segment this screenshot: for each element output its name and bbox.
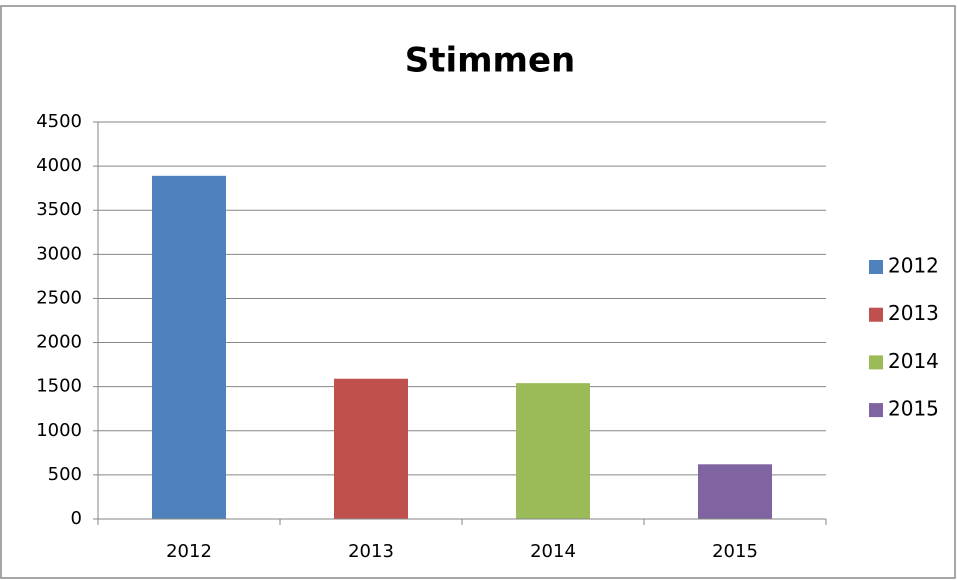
legend-swatch (869, 260, 883, 274)
x-tick-label: 2014 (530, 541, 576, 562)
y-tick-label: 500 (48, 464, 82, 485)
legend-swatch (869, 403, 883, 418)
y-tick-label: 1000 (36, 420, 82, 441)
legend-label: 2012 (888, 254, 939, 278)
legend-label: 2013 (888, 301, 939, 325)
legend-label: 2014 (888, 349, 939, 373)
y-tick-label: 3000 (36, 243, 82, 264)
bar (334, 378, 408, 519)
x-tick-label: 2012 (166, 541, 212, 562)
x-tick-label: 2013 (348, 541, 394, 562)
y-tick-label: 3500 (36, 199, 82, 220)
bar (698, 464, 772, 519)
legend-swatch (869, 307, 883, 322)
bar (152, 175, 226, 519)
y-tick-label: 4500 (36, 111, 82, 132)
y-tick-label: 2500 (36, 287, 82, 308)
y-tick-label: 0 (71, 508, 82, 529)
bar (516, 383, 590, 519)
y-tick-label: 2000 (36, 332, 82, 353)
x-tick-label: 2015 (712, 541, 758, 562)
legend-swatch (869, 355, 883, 370)
chart-title: Stimmen (405, 41, 576, 81)
legend-label: 2015 (888, 397, 939, 421)
y-tick-label: 1500 (36, 376, 82, 397)
y-tick-label: 4000 (36, 155, 82, 176)
chart-frame (0, 5, 956, 579)
